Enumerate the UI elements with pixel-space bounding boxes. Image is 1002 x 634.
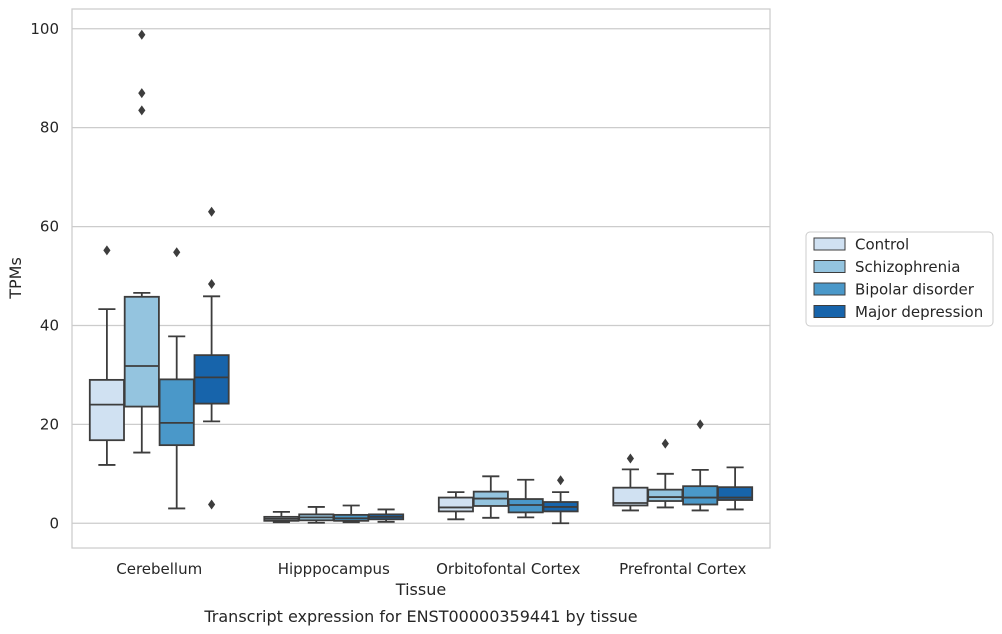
legend-items: Control Schizophrenia Bipolar disorder Majo… — [813, 236, 983, 321]
legend-swatch — [813, 282, 846, 296]
y-tick-label: 60 — [40, 218, 59, 236]
legend-label: Bipolar disorder — [855, 281, 975, 299]
box-body — [158, 378, 195, 447]
box-0-0 — [88, 245, 125, 466]
outlier-point — [626, 453, 634, 464]
y-axis-label: TPMs — [6, 257, 25, 300]
box-body — [193, 354, 230, 405]
legend-label: Control — [855, 236, 909, 254]
legend-swatch — [813, 260, 846, 273]
box-3-3 — [717, 466, 754, 511]
outlier-point — [173, 247, 181, 258]
boxes-layer — [88, 29, 754, 525]
legend-swatch — [813, 305, 846, 318]
box-3-1 — [647, 438, 684, 509]
x-tick-labels: Cerebellum Hipppocampus Orbitofontal Corte… — [116, 560, 746, 578]
box-0-2 — [158, 247, 195, 510]
legend: Control Schizophrenia Bipolar disorder Majo… — [805, 231, 994, 327]
y-tick-label: 100 — [30, 20, 59, 38]
box-2-3 — [542, 475, 579, 525]
box-body — [437, 496, 474, 513]
outlier-point — [138, 29, 146, 40]
outlier-point — [557, 475, 565, 486]
box-body — [647, 488, 684, 502]
box-2-1 — [472, 475, 509, 519]
x-axis-label: Tissue — [395, 580, 446, 599]
outlier-point — [138, 105, 146, 116]
plot-frame — [71, 8, 771, 549]
outlier-point — [696, 419, 704, 430]
box-0-3 — [193, 206, 230, 510]
box-2-0 — [437, 491, 474, 521]
x-tick-label: Hipppocampus — [278, 560, 390, 578]
box-1-1 — [298, 506, 335, 524]
outlier-point — [138, 88, 146, 99]
y-tick-labels: 0 20 40 60 80 100 — [30, 20, 59, 532]
box-1-2 — [333, 504, 370, 524]
legend-frame — [805, 231, 994, 327]
legend-swatch — [813, 237, 846, 251]
y-tick-label: 40 — [40, 316, 59, 334]
legend-label: Major depression — [855, 303, 983, 321]
box-body — [123, 295, 160, 408]
y-tick-label: 20 — [40, 415, 59, 433]
y-tick-label: 80 — [40, 119, 59, 137]
legend-label: Schizophrenia — [855, 258, 960, 276]
outlier-point — [103, 245, 111, 256]
box-1-3 — [368, 508, 405, 523]
box-3-0 — [612, 453, 649, 512]
outlier-point — [208, 206, 216, 217]
box-3-2 — [682, 419, 719, 512]
y-tick-label: 0 — [49, 514, 59, 532]
x-tick-label: Orbitofontal Cortex — [436, 560, 580, 578]
box-0-1 — [123, 29, 160, 454]
box-body — [682, 485, 719, 506]
box-body — [88, 378, 125, 442]
box-2-2 — [507, 478, 544, 519]
x-tick-label: Cerebellum — [116, 560, 202, 578]
outlier-point — [208, 499, 216, 510]
chart-title: Transcript expression for ENST0000035944… — [203, 607, 637, 626]
outlier-point — [208, 278, 216, 289]
x-tick-label: Prefrontal Cortex — [619, 560, 746, 578]
box-1-0 — [263, 511, 300, 524]
outlier-point — [661, 438, 669, 449]
